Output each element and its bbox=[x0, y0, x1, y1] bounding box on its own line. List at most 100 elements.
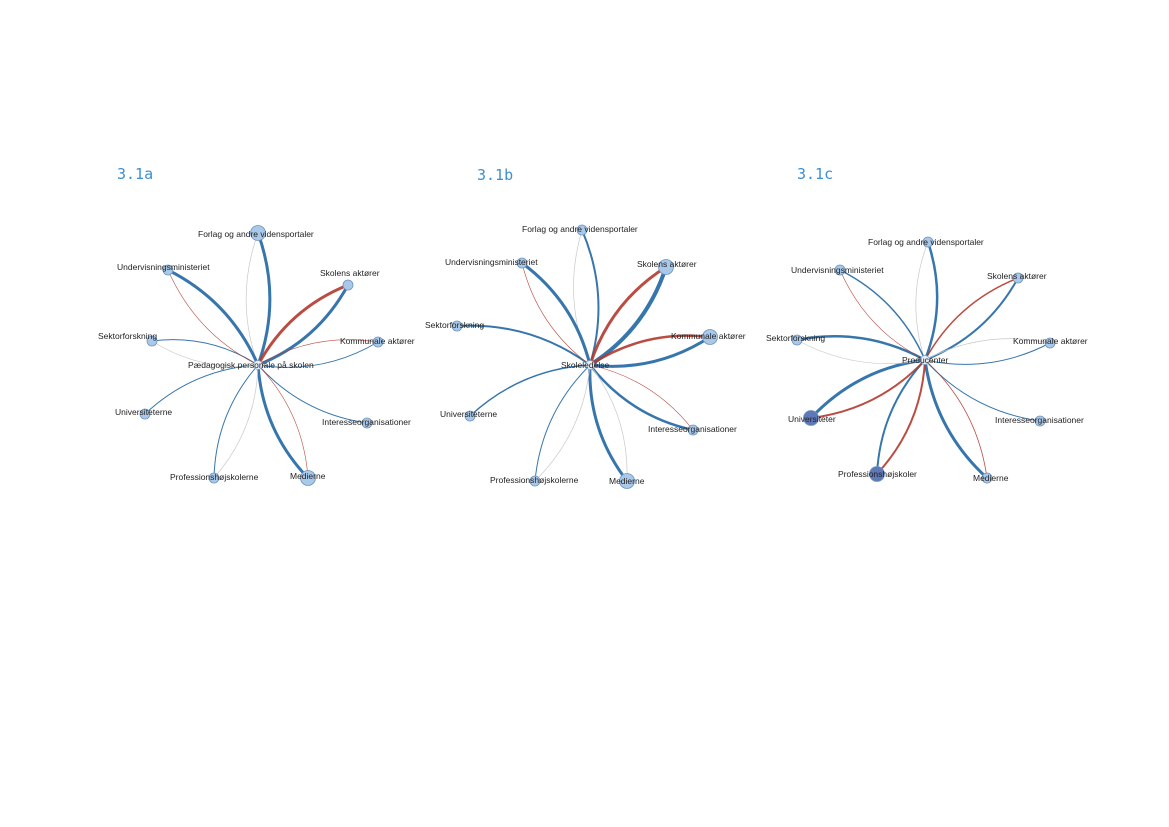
edge-ghost bbox=[213, 364, 259, 479]
edge-blue bbox=[809, 358, 926, 420]
edge-blue bbox=[469, 364, 591, 417]
figure-label-b: 3.1b bbox=[477, 166, 514, 184]
center-node-label: Skoleledelse bbox=[561, 360, 609, 370]
edge-blue bbox=[796, 335, 926, 362]
edge-blue bbox=[257, 364, 368, 424]
edge-red bbox=[257, 364, 309, 479]
node bbox=[451, 320, 463, 332]
node-label: Medierne bbox=[973, 473, 1009, 483]
node-label: Forlag og andre vidensportaler bbox=[522, 224, 638, 234]
edge-red bbox=[924, 359, 988, 479]
edge-blue bbox=[213, 364, 259, 479]
node bbox=[922, 236, 934, 248]
node-label: Universiteterne bbox=[115, 407, 172, 417]
node bbox=[791, 334, 803, 346]
node bbox=[208, 472, 220, 484]
node-label: Skolens aktører bbox=[987, 271, 1047, 281]
node-label: Forlag og andre vidensportaler bbox=[198, 229, 314, 239]
node-label: Kommunale aktører bbox=[340, 336, 415, 346]
node-label: Professionshøjskoler bbox=[838, 469, 917, 479]
node bbox=[687, 424, 699, 436]
node bbox=[1012, 272, 1024, 284]
edge-blue bbox=[923, 241, 939, 361]
center-node-label: Producenter bbox=[902, 355, 948, 365]
node bbox=[342, 279, 354, 291]
edge-red bbox=[588, 265, 667, 366]
node-label: Kommunale aktører bbox=[1013, 336, 1088, 346]
edge-blue bbox=[588, 364, 629, 482]
edge-blue bbox=[534, 364, 591, 482]
edge-red bbox=[167, 269, 259, 366]
edge-red bbox=[810, 359, 926, 419]
node bbox=[516, 257, 528, 269]
node bbox=[529, 475, 541, 487]
center-node-label: Pædagogisk personale på skolen bbox=[188, 360, 314, 370]
node bbox=[803, 410, 819, 426]
edge-blue bbox=[589, 335, 711, 368]
node-label: Universiteterne bbox=[440, 409, 497, 419]
edge-blue bbox=[839, 269, 926, 361]
node bbox=[361, 417, 373, 429]
edge-blue bbox=[924, 277, 1019, 361]
node bbox=[834, 264, 846, 276]
node-label: Medierne bbox=[609, 476, 645, 486]
node bbox=[464, 410, 476, 422]
node-label: Medierne bbox=[290, 471, 326, 481]
edge-ghost bbox=[151, 340, 259, 367]
node-label: Undervisningsministeriet bbox=[791, 265, 884, 275]
edge-blue bbox=[581, 229, 600, 366]
figure-label-c: 3.1c bbox=[797, 165, 834, 183]
edge-red bbox=[256, 283, 349, 366]
edge-blue bbox=[456, 324, 591, 366]
figure-label-a: 3.1a bbox=[117, 165, 154, 183]
node-label: Professionshøjskolerne bbox=[490, 475, 579, 485]
node bbox=[869, 466, 885, 482]
edge-blue bbox=[588, 266, 668, 367]
node bbox=[250, 225, 266, 241]
edge-blue bbox=[256, 364, 310, 480]
edge-red bbox=[839, 269, 926, 361]
node bbox=[702, 329, 718, 345]
edge-red bbox=[589, 334, 711, 367]
edge-red bbox=[521, 262, 591, 366]
node-label: Skolens aktører bbox=[320, 268, 380, 278]
edge-ghost bbox=[245, 232, 259, 366]
node-label: Forlag og andre vidensportaler bbox=[868, 237, 984, 247]
node-label: Interesseorganisationer bbox=[648, 424, 737, 434]
node bbox=[658, 259, 674, 275]
edge-ghost bbox=[924, 338, 1051, 361]
edge-red bbox=[589, 364, 694, 431]
edge-red bbox=[257, 339, 379, 366]
edge-blue bbox=[923, 359, 989, 480]
node-label: Undervisningsministeriet bbox=[117, 262, 210, 272]
center-node bbox=[920, 355, 930, 365]
node bbox=[576, 224, 588, 236]
node bbox=[139, 408, 151, 420]
edge-blue bbox=[151, 339, 259, 366]
node bbox=[619, 473, 635, 489]
node-label: Professionshøjskolerne bbox=[170, 472, 259, 482]
center-node bbox=[253, 360, 263, 370]
node bbox=[1044, 337, 1056, 349]
node-label: Sektorforskning bbox=[98, 331, 157, 341]
node-label: Sektorforskning bbox=[766, 333, 825, 343]
node-label: Interesseorganisationer bbox=[995, 415, 1084, 425]
node bbox=[300, 470, 316, 486]
node bbox=[981, 472, 993, 484]
node-label: Undervisningsministeriet bbox=[445, 257, 538, 267]
node bbox=[1034, 415, 1046, 427]
node-label: Sektorforskning bbox=[425, 320, 484, 330]
node-label: Kommunale aktører bbox=[671, 331, 746, 341]
edge-ghost bbox=[796, 339, 926, 364]
node-label: Interesseorganisationer bbox=[322, 417, 411, 427]
edge-blue bbox=[876, 359, 926, 475]
node-label: Universiteter bbox=[788, 414, 836, 424]
edge-red bbox=[876, 359, 926, 475]
edge-blue bbox=[924, 342, 1051, 365]
edge-red bbox=[924, 277, 1019, 361]
edge-blue bbox=[167, 268, 260, 366]
edge-ghost bbox=[589, 364, 628, 482]
node-label: Skolens aktører bbox=[637, 259, 697, 269]
